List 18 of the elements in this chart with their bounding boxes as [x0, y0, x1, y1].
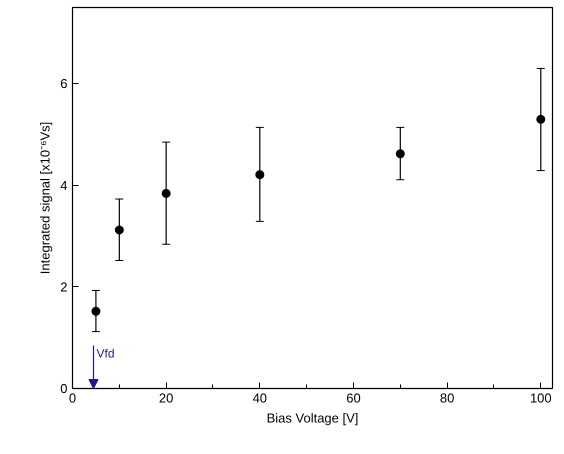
point [396, 149, 405, 158]
x-tick-label: 20 [158, 390, 174, 406]
y-tick-label: 4 [60, 178, 68, 193]
x-tick-label: 80 [440, 390, 454, 406]
annotation: Vfd [96, 346, 115, 360]
y-tick-label: 2 [60, 279, 68, 294]
x-tick-label: 60 [346, 390, 361, 406]
y-tick-label: 0 [60, 381, 68, 396]
x-tick-label: 100 [530, 390, 552, 406]
x-tick-label: 40 [252, 390, 268, 406]
point [114, 226, 124, 234]
point [162, 188, 171, 198]
point [255, 170, 264, 180]
y-axis-title: Integrated signal [x10⁻⁶Vs] [37, 122, 52, 274]
point [536, 114, 546, 124]
point [91, 306, 100, 316]
x-axis-title: Bias Voltage [V] [266, 410, 358, 426]
y-tick-label: 6 [60, 76, 68, 92]
